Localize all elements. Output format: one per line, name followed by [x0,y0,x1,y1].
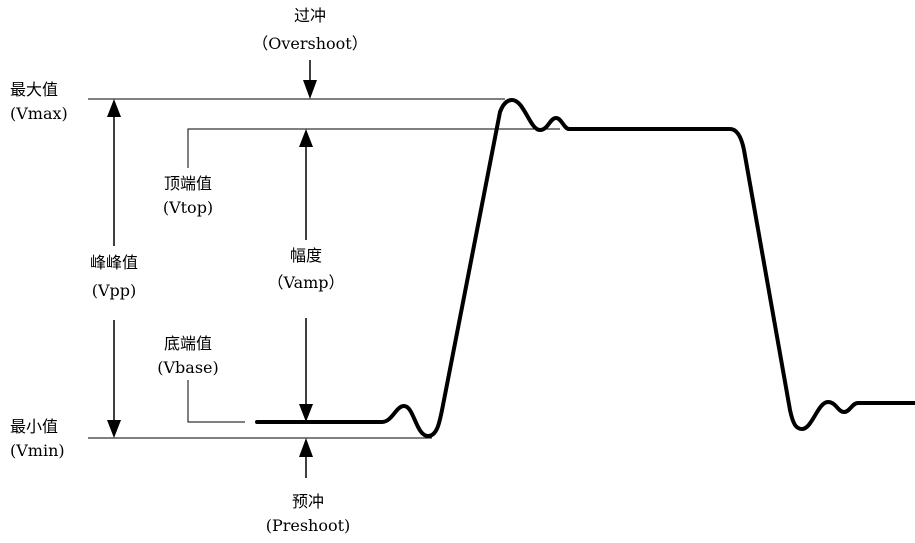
vpp-arrow [107,99,121,438]
vbase-leader-line [187,380,245,423]
vamp-label-en: （Vamp） [267,273,345,292]
vtop-label-en: (Vtop) [162,198,214,217]
vtop-leader-line [187,128,560,168]
vmin-label-en: (Vmin) [10,441,65,460]
pulse-waveform [255,98,915,438]
vamp-label-cn: 幅度 [289,246,323,265]
overshoot-arrow [303,60,317,99]
vmax-label-cn: 最大值 [10,80,59,99]
preshoot-arrow [299,438,313,478]
vmax-label-en: (Vmax) [10,104,68,123]
overshoot-label-en: （Overshoot） [252,34,368,53]
vbase-label-en: (Vbase) [157,358,219,377]
vpp-label-cn: 峰峰值 [89,253,139,272]
vpp-label-en: (Vpp) [91,281,137,300]
vbase-label-cn: 底端值 [163,334,213,353]
vtop-label-cn: 顶端值 [163,174,213,193]
vmin-label-cn: 最小值 [10,417,59,436]
vamp-arrow [299,129,313,422]
preshoot-label-cn: 预冲 [291,492,325,511]
preshoot-label-en: (Preshoot) [265,516,351,535]
overshoot-label-cn: 过冲 [293,6,327,25]
